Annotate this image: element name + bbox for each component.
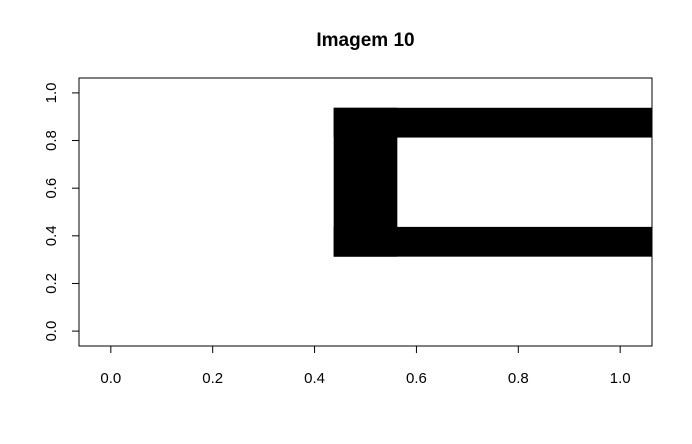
y-tick-label: 1.0: [43, 82, 60, 103]
y-axis: 0.0 0.2 0.4 0.6 0.8 1.0: [43, 82, 80, 342]
y-tick-label: 0.8: [43, 130, 60, 151]
y-tick-label: 0.6: [43, 178, 60, 199]
y-tick-label: 0.2: [43, 273, 60, 294]
x-axis: 0.0 0.2 0.4 0.6 0.8 1.0: [100, 345, 631, 387]
image-regions: [333, 107, 652, 257]
y-tick-label: 0.4: [43, 225, 60, 246]
y-tick-label: 0.0: [43, 321, 60, 342]
x-tick-label: 1.0: [610, 370, 631, 387]
x-tick-label: 0.2: [202, 370, 223, 387]
x-tick-label: 0.8: [508, 370, 529, 387]
x-tick-label: 0.6: [406, 370, 427, 387]
x-tick-label: 0.4: [304, 370, 325, 387]
x-tick-label: 0.0: [100, 370, 121, 387]
chart-title: Imagem 10: [316, 30, 414, 51]
region-left-bar: [333, 107, 398, 257]
